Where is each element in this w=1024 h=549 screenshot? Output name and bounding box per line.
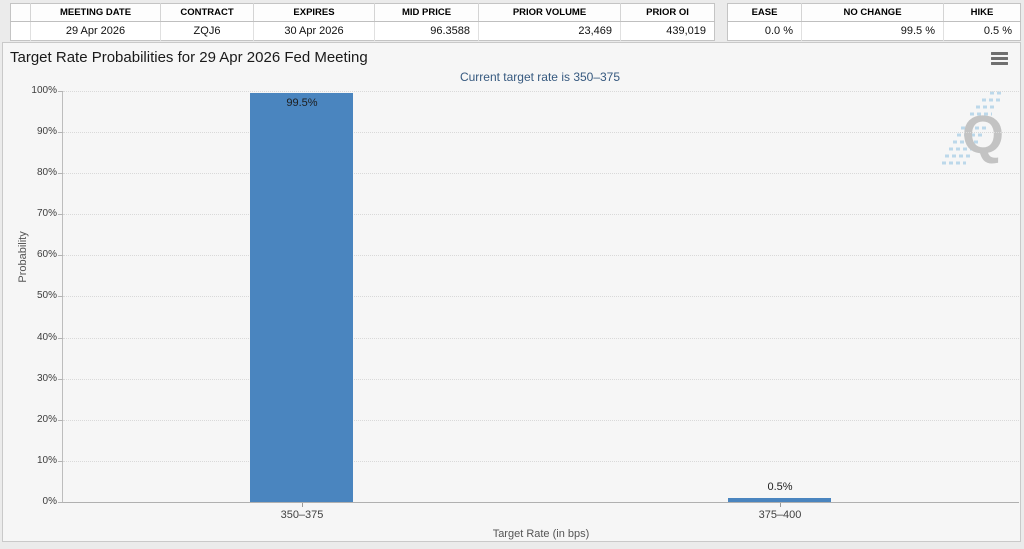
col-header-meeting-date: MEETING DATE bbox=[30, 3, 161, 22]
y-axis-tick bbox=[58, 461, 63, 462]
gridline-70% bbox=[63, 214, 1019, 215]
target-rate-probabilities-chart: Target Rate Probabilities for 29 Apr 202… bbox=[2, 42, 1021, 542]
prior-volume-value: 23,469 bbox=[478, 21, 621, 41]
gridline-40% bbox=[63, 338, 1019, 339]
col-header-ease: EASE bbox=[727, 3, 802, 22]
col-header-mid-price: MID PRICE bbox=[374, 3, 479, 22]
y-tick-label: 40% bbox=[36, 332, 57, 343]
x-axis-line bbox=[63, 502, 1019, 503]
y-tick-label: 70% bbox=[36, 208, 57, 219]
gridline-50% bbox=[63, 296, 1019, 297]
gridline-10% bbox=[63, 461, 1019, 462]
rate-move-probability-table: EASE NO CHANGE HIKE 0.0 % 99.5 % 0.5 % bbox=[727, 3, 1021, 41]
meeting-date-value: 29 Apr 2026 bbox=[30, 21, 161, 41]
contract-info-table: MEETING DATE CONTRACT EXPIRES MID PRICE … bbox=[10, 3, 715, 41]
mid-price-value: 96.3588 bbox=[374, 21, 479, 41]
y-axis-tick bbox=[58, 132, 63, 133]
quikstrike-watermark: Q bbox=[942, 87, 1012, 169]
x-category-label: 375–400 bbox=[758, 509, 802, 521]
lead-spacer-cell bbox=[10, 21, 31, 41]
col-header-prior-volume: PRIOR VOLUME bbox=[478, 3, 621, 22]
y-axis-tick bbox=[58, 502, 63, 503]
gridline-100% bbox=[63, 91, 1019, 92]
hamburger-menu-icon[interactable] bbox=[991, 52, 1008, 65]
contract-value: ZQJ6 bbox=[160, 21, 254, 41]
y-tick-label: 30% bbox=[36, 373, 57, 384]
ease-value: 0.0 % bbox=[727, 21, 802, 41]
col-header-no-change: NO CHANGE bbox=[801, 3, 944, 22]
plot-area: Probability Target Rate (in bps) 0% 10% 20… bbox=[17, 85, 1019, 540]
y-axis-tick bbox=[58, 91, 63, 92]
y-axis-tick bbox=[58, 214, 63, 215]
y-axis-tick bbox=[58, 296, 63, 297]
y-tick-label: 50% bbox=[36, 290, 57, 301]
chart-subtitle: Current target rate is 350–375 bbox=[459, 70, 621, 84]
y-tick-label: 60% bbox=[36, 249, 57, 260]
col-header-expires: EXPIRES bbox=[253, 3, 375, 22]
x-axis-tick bbox=[780, 503, 781, 507]
y-tick-label: 80% bbox=[36, 167, 57, 178]
contract-table-value-row: 29 Apr 2026 ZQJ6 30 Apr 2026 96.3588 23,… bbox=[10, 21, 715, 41]
y-axis-tick bbox=[58, 173, 63, 174]
contract-table-header-row: MEETING DATE CONTRACT EXPIRES MID PRICE … bbox=[10, 3, 715, 22]
x-axis-tick bbox=[302, 503, 303, 507]
probability-bar[interactable] bbox=[728, 498, 831, 502]
x-axis-title: Target Rate (in bps) bbox=[492, 528, 590, 540]
prior-oi-value: 439,019 bbox=[620, 21, 715, 41]
probability-table-header-row: EASE NO CHANGE HIKE bbox=[727, 3, 1021, 22]
x-category-label: 350–375 bbox=[280, 509, 324, 521]
y-tick-label: 20% bbox=[36, 414, 57, 425]
col-header-prior-oi: PRIOR OI bbox=[620, 3, 715, 22]
col-header-contract: CONTRACT bbox=[160, 3, 254, 22]
hike-value: 0.5 % bbox=[943, 21, 1021, 41]
col-header-hike: HIKE bbox=[943, 3, 1021, 22]
watermark-letter-q: Q bbox=[962, 105, 1004, 165]
chart-title: Target Rate Probabilities for 29 Apr 202… bbox=[10, 49, 368, 66]
y-axis-tick bbox=[58, 255, 63, 256]
y-tick-label: 0% bbox=[42, 496, 57, 507]
probability-table-value-row: 0.0 % 99.5 % 0.5 % bbox=[727, 21, 1021, 41]
y-axis-tick bbox=[58, 420, 63, 421]
expires-value: 30 Apr 2026 bbox=[253, 21, 375, 41]
probability-bar[interactable] bbox=[250, 93, 353, 502]
y-tick-label: 90% bbox=[36, 126, 57, 137]
y-tick-label: 100% bbox=[31, 85, 57, 96]
gridline-90% bbox=[63, 132, 1019, 133]
bar-value-label: 0.5% bbox=[767, 481, 793, 493]
gridline-30% bbox=[63, 379, 1019, 380]
y-axis-tick bbox=[58, 338, 63, 339]
y-tick-label: 10% bbox=[36, 455, 57, 466]
gridline-20% bbox=[63, 420, 1019, 421]
gridline-80% bbox=[63, 173, 1019, 174]
y-axis-tick bbox=[58, 379, 63, 380]
lead-spacer-cell bbox=[10, 3, 31, 22]
bar-value-label: 99.5% bbox=[286, 97, 318, 109]
gridline-60% bbox=[63, 255, 1019, 256]
no-change-value: 99.5 % bbox=[801, 21, 944, 41]
